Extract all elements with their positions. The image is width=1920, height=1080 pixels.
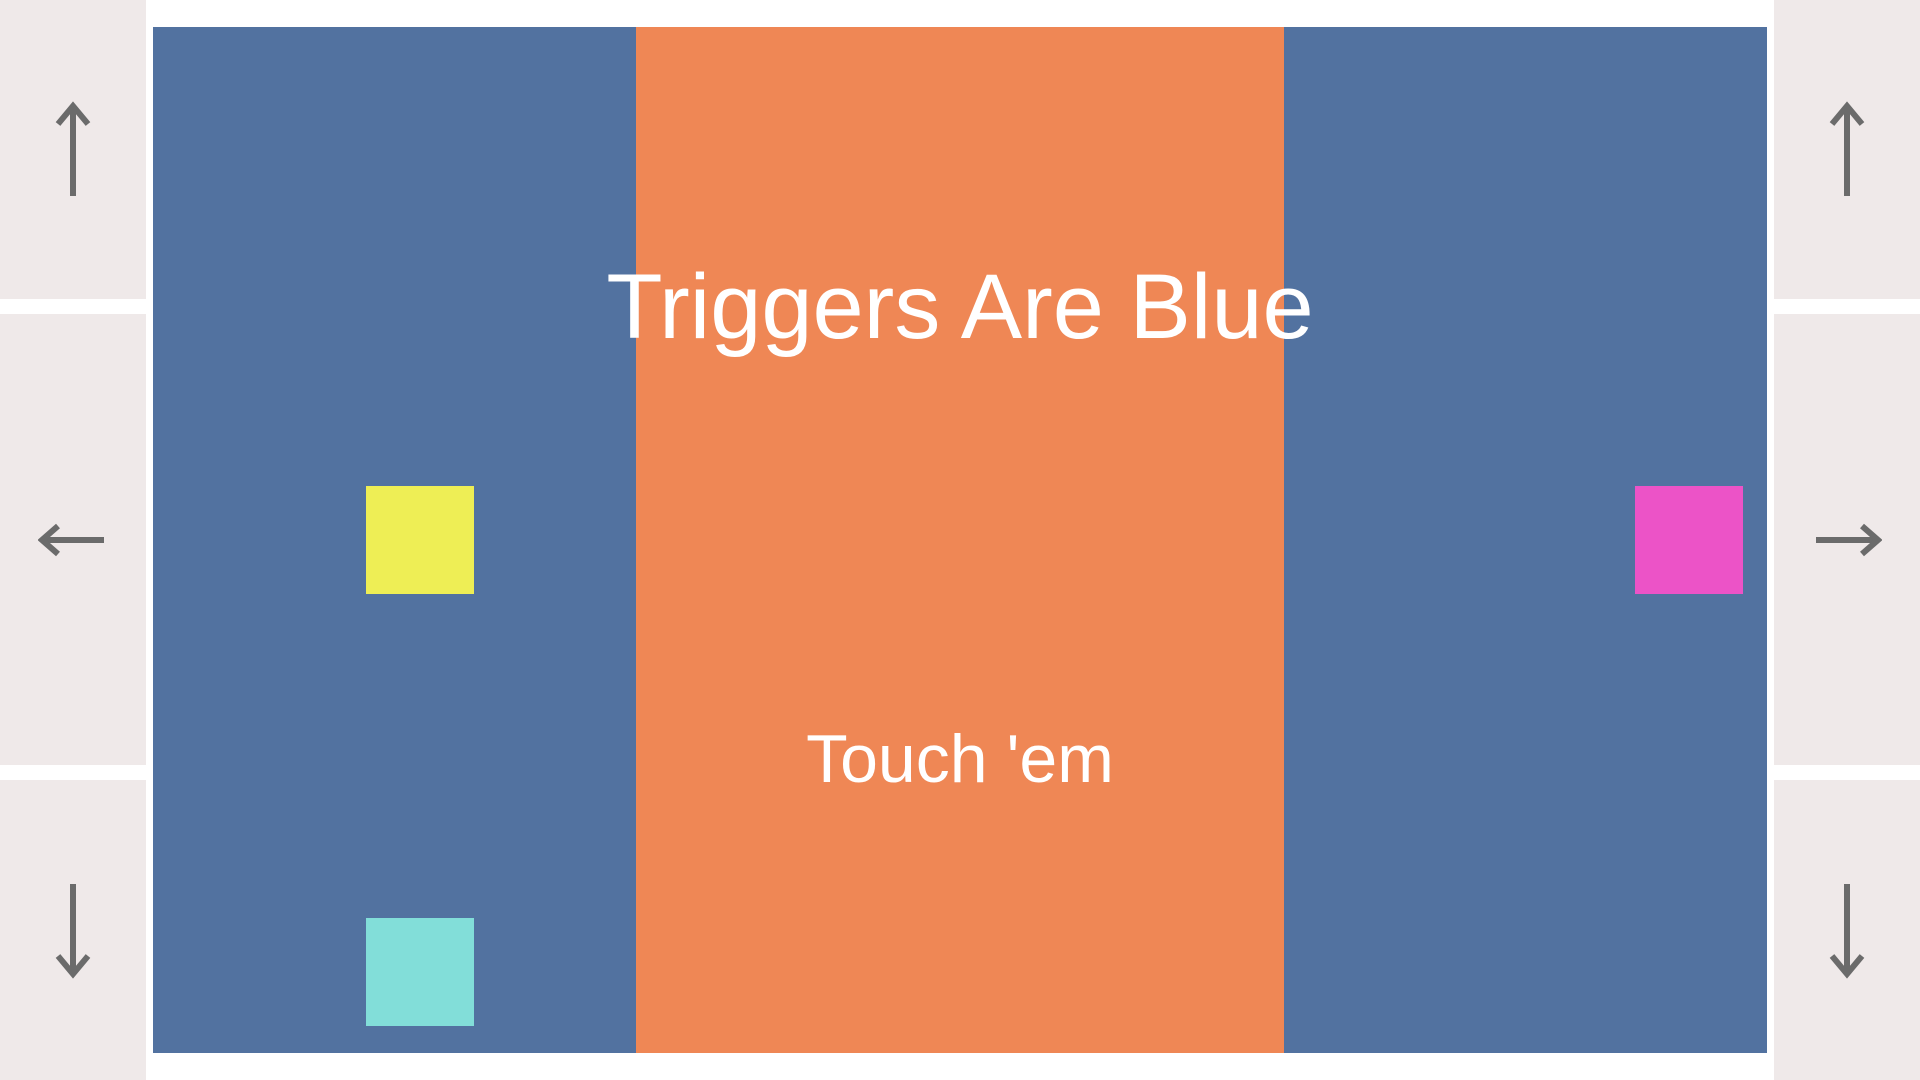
down-arrow-icon (55, 884, 91, 979)
right-up-button[interactable] (1774, 0, 1920, 299)
game-title: Triggers Are Blue (606, 256, 1314, 358)
game-board[interactable]: Triggers Are Blue Touch 'em (153, 27, 1767, 1053)
left-controls (0, 0, 146, 1080)
yellow-block[interactable] (366, 486, 474, 594)
cyan-block[interactable] (366, 918, 474, 1026)
pink-block[interactable] (1635, 486, 1743, 594)
left-down-button[interactable] (0, 780, 146, 1080)
right-right-button[interactable] (1774, 314, 1920, 765)
up-arrow-icon (1829, 100, 1865, 196)
right-controls (1774, 0, 1920, 1080)
game-subtitle: Touch 'em (806, 721, 1114, 797)
right-arrow-icon (1816, 523, 1882, 556)
left-left-button[interactable] (0, 314, 146, 765)
left-up-button[interactable] (0, 0, 146, 299)
down-arrow-icon (1829, 884, 1865, 979)
up-arrow-icon (55, 100, 91, 196)
right-down-button[interactable] (1774, 780, 1920, 1080)
center-zone (636, 27, 1284, 1053)
left-arrow-icon (38, 523, 104, 556)
